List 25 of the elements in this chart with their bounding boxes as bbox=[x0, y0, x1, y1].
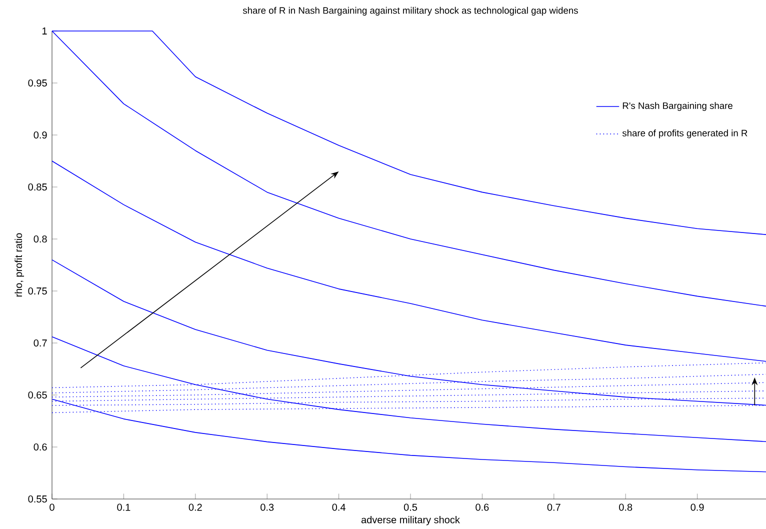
y-tick-label: 0.95 bbox=[28, 79, 47, 87]
y-tick-label: 1 bbox=[42, 28, 47, 34]
x-tick-label: 0.5 bbox=[404, 504, 418, 511]
y-tick-label: 0.75 bbox=[28, 287, 47, 295]
y-tick-label: 0.85 bbox=[28, 183, 47, 191]
x-tick-label: 0.8 bbox=[619, 504, 632, 511]
x-tick-label: 0.3 bbox=[260, 504, 274, 511]
y-tick-label: 0.7 bbox=[34, 339, 47, 347]
x-tick-label: 0.2 bbox=[188, 504, 202, 511]
y-tick-label: 0.8 bbox=[34, 235, 47, 243]
x-tick-label: 0.1 bbox=[117, 504, 130, 511]
x-tick-label: 0.9 bbox=[690, 504, 704, 511]
y-tick-label: 0.9 bbox=[34, 131, 47, 139]
y-tick-label: 0.6 bbox=[34, 443, 47, 451]
x-axis-title: adverse military shock bbox=[361, 516, 460, 526]
y-tick-label: 0.55 bbox=[28, 495, 47, 503]
x-tick-label: 0 bbox=[50, 504, 54, 511]
x-tick-label: 0.6 bbox=[476, 504, 489, 511]
legend-label: R's Nash Bargaining share bbox=[622, 102, 732, 111]
x-tick-label: 0.7 bbox=[547, 504, 560, 511]
legend-label: share of profits generated in R bbox=[622, 130, 748, 138]
chart-title: share of R in Nash Bargaining against military shock as technological gap widens bbox=[242, 6, 578, 16]
y-tick-label: 0.65 bbox=[28, 391, 47, 399]
y-axis-title: rho, profit ratio bbox=[14, 233, 24, 297]
x-tick-label: 0.4 bbox=[332, 504, 346, 511]
